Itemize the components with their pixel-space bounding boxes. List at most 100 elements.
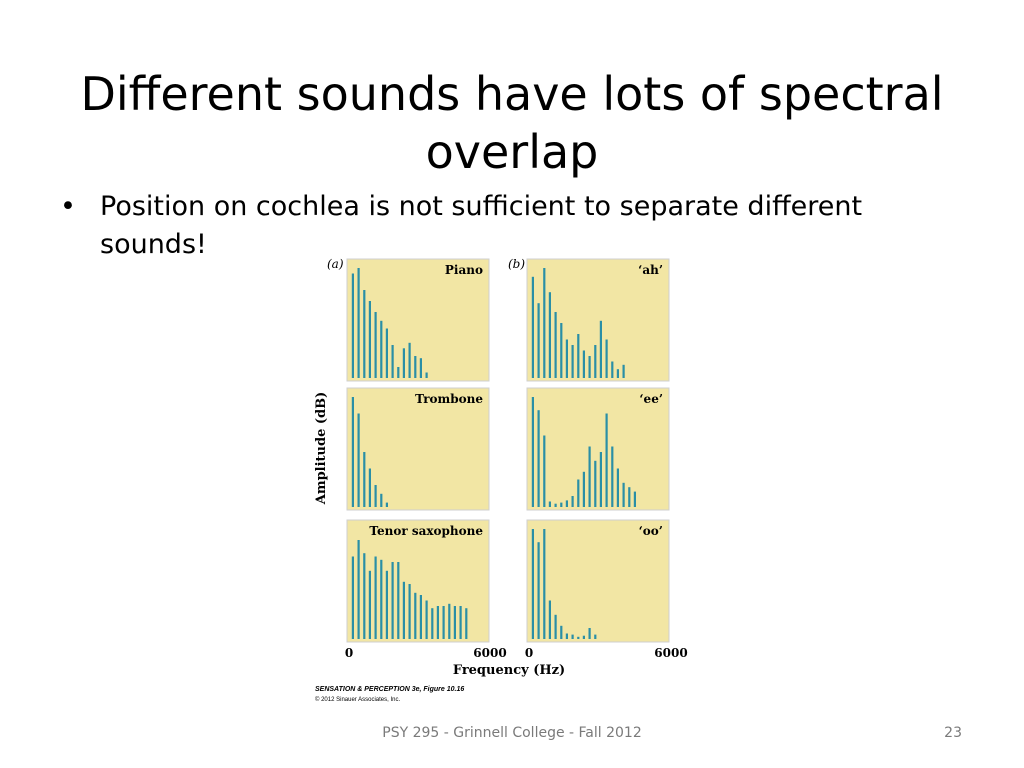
spectrum-panels: Piano ‘ah’ Trombone ‘ee’ Tenor saxophone ‘oo’	[346, 258, 670, 643]
spectra-figure: (a) (b) Amplitude (dB) Frequency (Hz) 0 …	[305, 252, 705, 707]
spectrum-bar	[628, 487, 631, 507]
spectrum-bar	[571, 496, 574, 507]
bullet-dot-icon: •	[60, 191, 76, 222]
figure-credit-title: SENSATION & PERCEPTION 3e, Figure 10.16	[315, 686, 464, 693]
spectrum-bar	[374, 312, 377, 378]
spectrum-panel: ‘oo’	[526, 519, 670, 643]
bullet-list: • Position on cochlea is not sufficient …	[60, 188, 940, 264]
spectrum-bar	[622, 482, 625, 507]
panel-background	[346, 519, 490, 643]
spectrum-bar	[622, 364, 625, 378]
spectrum-bar	[408, 342, 411, 378]
spectrum-bar	[363, 452, 366, 507]
spectrum-bar	[577, 636, 580, 639]
x-tick-label-a-min: 0	[345, 646, 353, 660]
slide-footer: PSY 295 - Grinnell College - Fall 2012	[382, 725, 642, 741]
spectrum-bar	[565, 633, 568, 639]
bullet-text: Position on cochlea is not sufficient to…	[100, 191, 863, 260]
spectrum-bar	[560, 502, 563, 507]
spectrum-bar	[419, 595, 422, 639]
spectrum-bar	[594, 634, 597, 639]
spectrum-bar	[560, 625, 563, 639]
spectrum-bar	[537, 542, 540, 639]
spectrum-bar	[616, 369, 619, 378]
spectrum-bar	[571, 634, 574, 639]
panel-title: Trombone	[415, 392, 483, 406]
spectrum-bar	[374, 556, 377, 639]
x-axis-label: Frequency (Hz)	[453, 663, 565, 678]
x-tick-label-a-max: 6000	[473, 646, 506, 660]
panel-background	[526, 258, 670, 382]
panel-title: ‘ee’	[639, 392, 663, 406]
panel-title: ‘oo’	[639, 524, 663, 538]
page-number: 23	[944, 725, 962, 741]
spectrum-bar	[588, 628, 591, 639]
spectrum-bar	[425, 600, 428, 639]
spectrum-bar	[531, 397, 534, 507]
spectrum-bar	[548, 600, 551, 639]
spectrum-bar	[633, 491, 636, 507]
panel-background	[346, 387, 490, 511]
spectrum-bar	[408, 584, 411, 639]
spectrum-bar	[351, 397, 354, 507]
spectrum-bar	[380, 559, 383, 639]
spectrum-bar	[537, 410, 540, 507]
spectrum-bar	[419, 358, 422, 378]
spectrum-bar	[565, 500, 568, 507]
column-label-b: (b)	[508, 257, 525, 271]
spectrum-bar	[357, 268, 360, 378]
spectrum-bar	[385, 328, 388, 378]
spectrum-bar	[554, 614, 557, 639]
spectrum-bar	[391, 345, 394, 378]
spectrum-bar	[448, 603, 451, 639]
spectrum-bar	[351, 273, 354, 378]
x-tick-label-b-max: 6000	[654, 646, 687, 660]
spectrum-bar	[402, 348, 405, 378]
spectrum-bar	[414, 356, 417, 378]
spectrum-bar	[397, 367, 400, 378]
spectrum-bar	[548, 501, 551, 507]
spectrum-bar	[582, 350, 585, 378]
figure-credit-copyright: © 2012 Sinauer Associates, Inc.	[315, 696, 400, 703]
panel-background	[526, 387, 670, 511]
spectrum-bar	[380, 320, 383, 378]
spectrum-bar	[611, 361, 614, 378]
spectrum-bar	[605, 413, 608, 507]
panel-background	[526, 519, 670, 643]
spectrum-bar	[380, 493, 383, 507]
spectrum-bar	[577, 479, 580, 507]
spectrum-bar	[351, 556, 354, 639]
x-tick-label-b-min: 0	[525, 646, 533, 660]
spectrum-bar	[374, 485, 377, 507]
spectrum-bar	[554, 503, 557, 507]
spectrum-bar	[453, 606, 456, 639]
spectrum-bar	[543, 435, 546, 507]
spectrum-bar	[442, 606, 445, 639]
spectrum-bar	[543, 268, 546, 378]
spectrum-bar	[425, 372, 428, 378]
spectrum-bar	[571, 345, 574, 378]
y-axis-label: Amplitude (dB)	[314, 392, 329, 506]
spectrum-bar	[385, 570, 388, 639]
spectrum-bar	[357, 540, 360, 639]
spectrum-bar	[543, 529, 546, 639]
spectrum-bar	[363, 553, 366, 639]
panel-title: Tenor saxophone	[369, 524, 483, 538]
spectrum-bar	[565, 339, 568, 378]
spectrum-bar	[531, 276, 534, 378]
spectrum-bar	[616, 468, 619, 507]
spectrum-bar	[594, 460, 597, 507]
bullet-item: • Position on cochlea is not sufficient …	[60, 188, 940, 264]
spectrum-bar	[431, 608, 434, 639]
slide-title: Different sounds have lots of spectral o…	[80, 66, 944, 179]
spectrum-bar	[402, 581, 405, 639]
spectra-figure-svg: (a) (b) Amplitude (dB) Frequency (Hz) 0 …	[314, 257, 688, 703]
spectrum-bar	[363, 290, 366, 378]
spectrum-bar	[391, 562, 394, 639]
spectrum-bar	[582, 635, 585, 639]
spectrum-bar	[459, 606, 462, 639]
spectrum-bar	[548, 292, 551, 378]
spectrum-bar	[385, 502, 388, 507]
spectrum-bar	[436, 606, 439, 639]
panel-title: Piano	[445, 263, 483, 277]
